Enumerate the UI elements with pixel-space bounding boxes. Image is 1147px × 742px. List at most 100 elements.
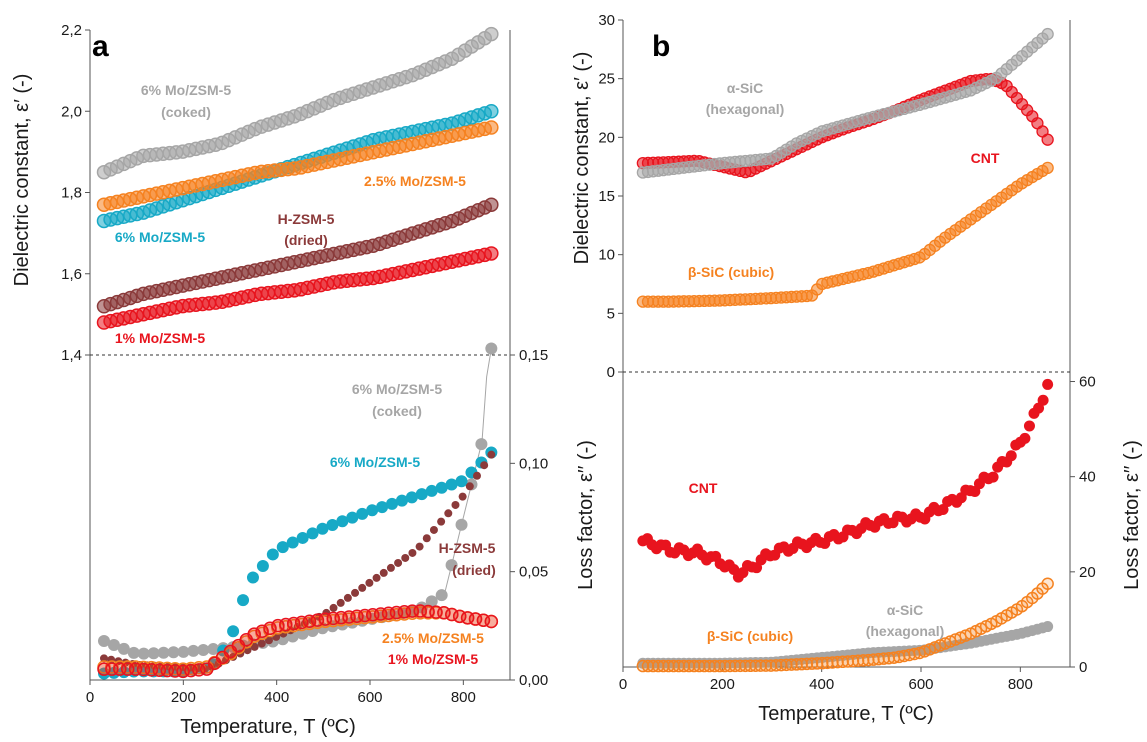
data-point	[472, 471, 481, 480]
data-point	[207, 643, 220, 656]
data-point	[379, 568, 388, 577]
data-point	[365, 578, 374, 587]
panel-a-xtick-label: 400	[264, 689, 289, 706]
annotation-b-loss-alpha-1: α-SiC	[887, 602, 924, 618]
data-point	[1042, 378, 1054, 390]
data-point	[326, 518, 339, 531]
data-point	[227, 625, 240, 638]
data-point	[429, 525, 438, 534]
data-point	[351, 588, 360, 597]
data-point	[1042, 621, 1054, 633]
panel-a-ytick-left-label: 2,0	[61, 103, 82, 120]
data-point	[286, 536, 299, 549]
data-point	[306, 527, 319, 540]
panel-a-marks	[96, 26, 499, 680]
annotation-a-loss-1mo: 1% Mo/ZSM-5	[388, 651, 478, 667]
panel-b-annotations: α-SiC (hexagonal) CNT β-SiC (cubic) CNT …	[688, 80, 1000, 644]
panel-b-series-sic-hexagonal-dielectric	[636, 27, 1054, 179]
annotation-a-loss-6mo: 6% Mo/ZSM-5	[330, 454, 420, 470]
data-point	[336, 598, 345, 607]
data-point	[451, 500, 460, 509]
data-point	[1023, 420, 1035, 432]
data-point	[487, 450, 496, 459]
data-point	[484, 26, 499, 42]
panel-b-series-sic-cubic-dielectric	[636, 161, 1054, 308]
data-point	[445, 559, 458, 572]
data-point	[1041, 133, 1054, 146]
data-point	[937, 504, 949, 516]
data-point	[276, 541, 289, 554]
panel-b-xtick-label: 400	[809, 676, 834, 693]
panel-b-ytick-left-label: 10	[598, 247, 615, 264]
data-point	[425, 595, 438, 608]
annotation-b-beta: β-SiC (cubic)	[688, 264, 774, 280]
annotation-a-coked-2: (coked)	[161, 104, 211, 120]
panel-b-ticks: 0 200 400 600 800 0 5 10 15 20 25 30 0 20 40 60	[598, 12, 1095, 693]
data-point	[437, 606, 451, 620]
panel-b-xlabel: Temperature, T (ºC)	[758, 703, 934, 725]
data-point	[366, 504, 379, 517]
data-point	[137, 647, 150, 660]
data-point	[167, 646, 180, 659]
panel-a-ytick-right-label: 0,15	[519, 347, 548, 364]
data-point	[346, 511, 359, 524]
annotation-b-loss-alpha-2: (hexagonal)	[866, 623, 945, 639]
annotation-b-alpha-2: (hexagonal)	[706, 101, 785, 117]
panel-a-ytick-left-label: 2,2	[61, 22, 82, 39]
data-point	[415, 542, 424, 551]
panel-a-ytick-right-label: 0,10	[519, 455, 548, 472]
data-point	[425, 484, 438, 497]
annotation-a-1mo: 1% Mo/ZSM-5	[115, 330, 205, 346]
panel-b-ytick-left-label: 25	[598, 71, 615, 88]
panel-b-label: b	[652, 30, 670, 63]
data-point	[117, 642, 130, 655]
annotation-a-loss-hzsm-1: H-ZSM-5	[439, 540, 496, 556]
annotation-a-2p5mo: 2.5% Mo/ZSM-5	[364, 173, 466, 189]
panel-b-xtick-label: 600	[908, 676, 933, 693]
panel-b-ytick-left-label: 20	[598, 129, 615, 146]
panel-b-ytick-left-label: 5	[607, 305, 615, 322]
panel-b-ytick-left-label: 0	[607, 364, 615, 381]
panel-a-ylabel-right: Loss factor, ε′′ (-)	[575, 440, 597, 590]
data-point	[386, 497, 399, 510]
panel-a-series-1-mo-zsm-5-loss	[97, 604, 499, 679]
data-point	[197, 643, 210, 656]
data-point	[372, 573, 381, 582]
data-point	[437, 517, 446, 526]
data-point	[408, 548, 417, 557]
panel-b-marks	[636, 27, 1054, 673]
data-point	[358, 583, 367, 592]
data-point	[455, 475, 468, 488]
panel-b-ytick-left-label: 15	[598, 188, 615, 205]
annotation-b-loss-beta: β-SiC (cubic)	[707, 628, 793, 644]
panel-b-ylabel-right: Loss factor, ε′′ (-)	[1121, 440, 1143, 590]
annotation-a-hzsm-2: (dried)	[284, 232, 328, 248]
panel-a-xtick-label: 200	[171, 689, 196, 706]
data-point	[1037, 394, 1049, 406]
data-point	[257, 639, 266, 648]
data-point	[250, 642, 259, 651]
data-point	[435, 481, 448, 494]
panel-a-label: a	[92, 30, 109, 63]
panel-b: b Dielectric constant, ε′ (-) Loss facto…	[571, 12, 1143, 725]
annotation-b-cnt: CNT	[971, 150, 1000, 166]
panel-b-ytick-right-label: 0	[1079, 659, 1087, 676]
panel-b-series-cnt-loss	[637, 378, 1054, 583]
panel-b-ytick-right-label: 20	[1079, 564, 1096, 581]
data-point	[484, 614, 499, 629]
panel-a-xtick-label: 0	[86, 689, 94, 706]
panel-b-xtick-label: 800	[1008, 676, 1033, 693]
panel-a-series-6-mo-zsm-5-coked-dielectric	[96, 26, 499, 180]
annotation-a-loss-coked-1: 6% Mo/ZSM-5	[352, 381, 442, 397]
panel-a-xlabel: Temperature, T (ºC)	[180, 716, 356, 738]
panel-a-series-2-5-mo-zsm-5-dielectric	[96, 120, 499, 212]
data-point	[1041, 27, 1054, 41]
data-point	[266, 548, 279, 561]
panel-b-ytick-right-label: 40	[1079, 469, 1096, 486]
data-point	[98, 635, 110, 647]
data-point	[465, 482, 474, 491]
annotation-a-hzsm-1: H-ZSM-5	[278, 211, 335, 227]
data-point	[475, 438, 488, 451]
data-point	[1041, 161, 1054, 174]
